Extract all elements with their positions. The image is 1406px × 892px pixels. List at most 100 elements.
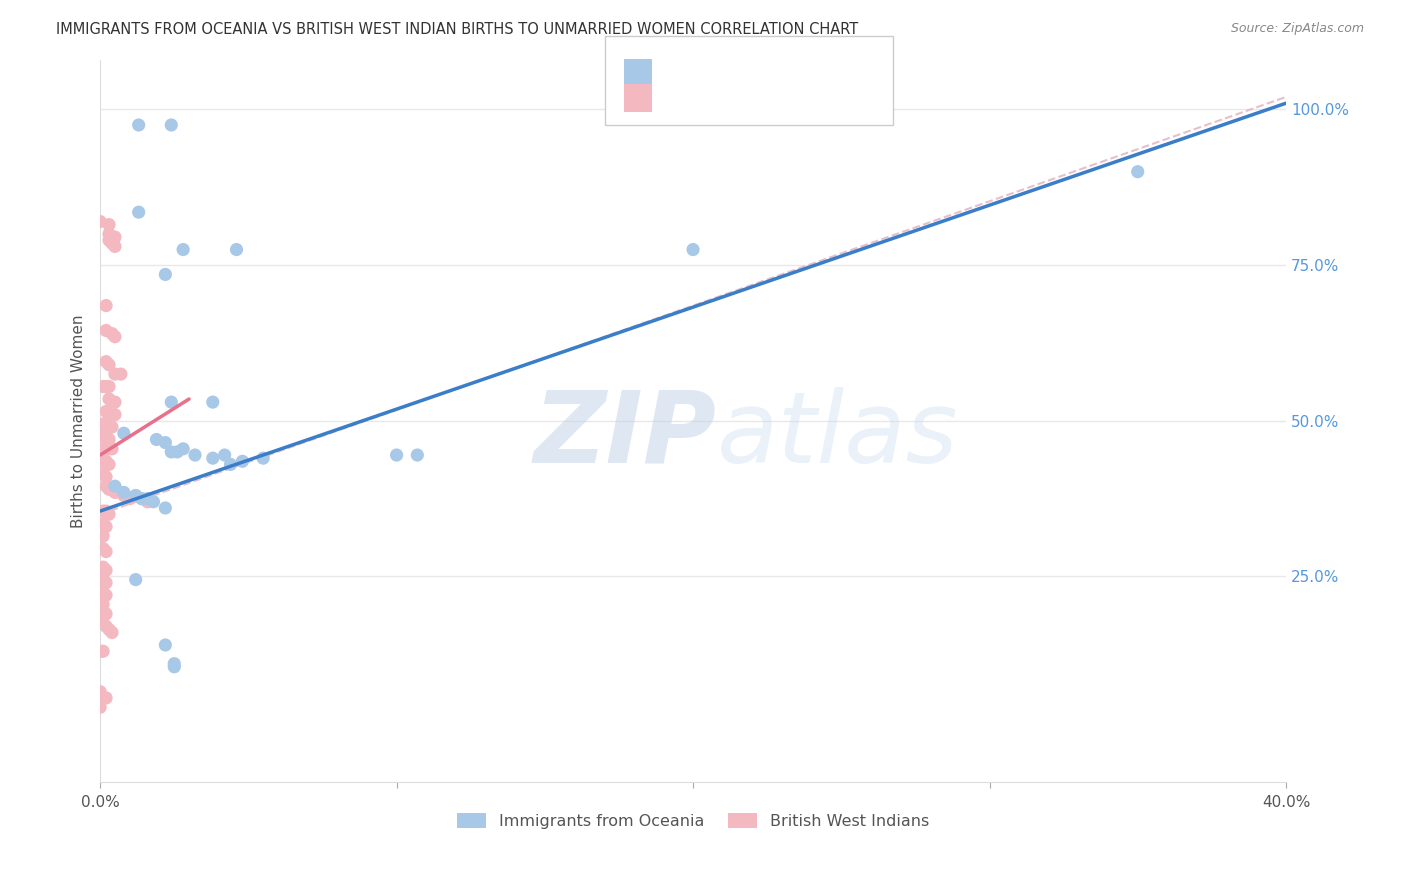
Legend: Immigrants from Oceania, British West Indians: Immigrants from Oceania, British West In… xyxy=(451,807,935,836)
Point xyxy=(110,367,132,381)
Point xyxy=(98,483,121,497)
Point xyxy=(101,625,124,640)
Point xyxy=(91,467,114,481)
Point xyxy=(160,118,183,132)
Point xyxy=(131,491,153,506)
Point xyxy=(89,700,111,714)
Text: 81: 81 xyxy=(807,89,830,107)
Point xyxy=(104,329,127,343)
Point xyxy=(128,118,150,132)
Point xyxy=(89,684,111,698)
Point xyxy=(142,495,165,509)
Point xyxy=(101,442,124,456)
Point xyxy=(184,448,207,462)
Text: 28: 28 xyxy=(807,64,830,82)
Point xyxy=(91,541,114,556)
Point xyxy=(125,489,148,503)
Point xyxy=(98,408,121,422)
Point xyxy=(91,442,114,456)
Point xyxy=(94,575,117,590)
Point xyxy=(94,429,117,443)
Text: IMMIGRANTS FROM OCEANIA VS BRITISH WEST INDIAN BIRTHS TO UNMARRIED WOMEN CORRELA: IMMIGRANTS FROM OCEANIA VS BRITISH WEST … xyxy=(56,22,859,37)
Point xyxy=(118,491,141,506)
Point xyxy=(231,454,253,468)
Text: 0.518: 0.518 xyxy=(704,64,756,82)
Point xyxy=(98,392,121,406)
Point xyxy=(160,395,183,409)
Point xyxy=(136,495,159,509)
Text: ZIP: ZIP xyxy=(534,387,717,483)
Point xyxy=(89,644,111,658)
Point xyxy=(91,644,114,658)
Point xyxy=(125,489,148,503)
Point xyxy=(252,451,274,466)
Point xyxy=(94,324,117,338)
Point xyxy=(682,243,704,257)
Point xyxy=(91,379,114,393)
Point xyxy=(131,491,153,506)
Point xyxy=(89,214,111,228)
Point xyxy=(98,458,121,472)
Text: N =: N = xyxy=(765,89,801,107)
Point xyxy=(94,544,117,558)
Point xyxy=(155,435,177,450)
Point xyxy=(1126,164,1149,178)
Point xyxy=(91,429,114,443)
Point xyxy=(94,354,117,368)
Point xyxy=(112,426,135,441)
Point xyxy=(94,479,117,493)
Point xyxy=(104,239,127,253)
Point xyxy=(98,442,121,456)
Text: R =: R = xyxy=(662,64,699,82)
Point xyxy=(98,227,121,241)
Point xyxy=(98,433,121,447)
Point xyxy=(98,379,121,393)
Point xyxy=(94,454,117,468)
Point xyxy=(94,470,117,484)
Point xyxy=(91,516,114,531)
Point xyxy=(160,445,183,459)
Point xyxy=(145,433,167,447)
Point xyxy=(201,395,224,409)
Point xyxy=(155,268,177,282)
Point xyxy=(225,243,247,257)
Point xyxy=(155,638,177,652)
Point xyxy=(166,445,188,459)
Point xyxy=(155,500,177,515)
Point xyxy=(406,448,429,462)
Point xyxy=(101,236,124,251)
Point xyxy=(163,657,186,671)
Point xyxy=(104,408,127,422)
Point xyxy=(385,448,408,462)
Point xyxy=(214,448,236,462)
Point xyxy=(94,563,117,577)
Point xyxy=(98,358,121,372)
Point xyxy=(101,483,124,497)
Point xyxy=(94,690,117,705)
Point xyxy=(128,205,150,219)
Point xyxy=(163,660,186,674)
Point xyxy=(104,479,127,493)
Point xyxy=(94,420,117,434)
Point xyxy=(94,442,117,456)
Point xyxy=(104,395,127,409)
Point xyxy=(98,507,121,521)
Point xyxy=(98,233,121,247)
Point xyxy=(104,230,127,244)
Point xyxy=(94,379,117,393)
Point xyxy=(94,504,117,518)
Text: Source: ZipAtlas.com: Source: ZipAtlas.com xyxy=(1230,22,1364,36)
Text: 0.187: 0.187 xyxy=(704,89,756,107)
Point xyxy=(94,619,117,633)
Point xyxy=(110,485,132,500)
Point xyxy=(98,623,121,637)
Point xyxy=(104,485,127,500)
Y-axis label: Births to Unmarried Women: Births to Unmarried Women xyxy=(72,314,86,527)
Point xyxy=(136,491,159,506)
Point xyxy=(91,616,114,631)
Point xyxy=(94,607,117,621)
Point xyxy=(94,299,117,313)
Point xyxy=(98,218,121,232)
Point xyxy=(104,367,127,381)
Point xyxy=(112,489,135,503)
